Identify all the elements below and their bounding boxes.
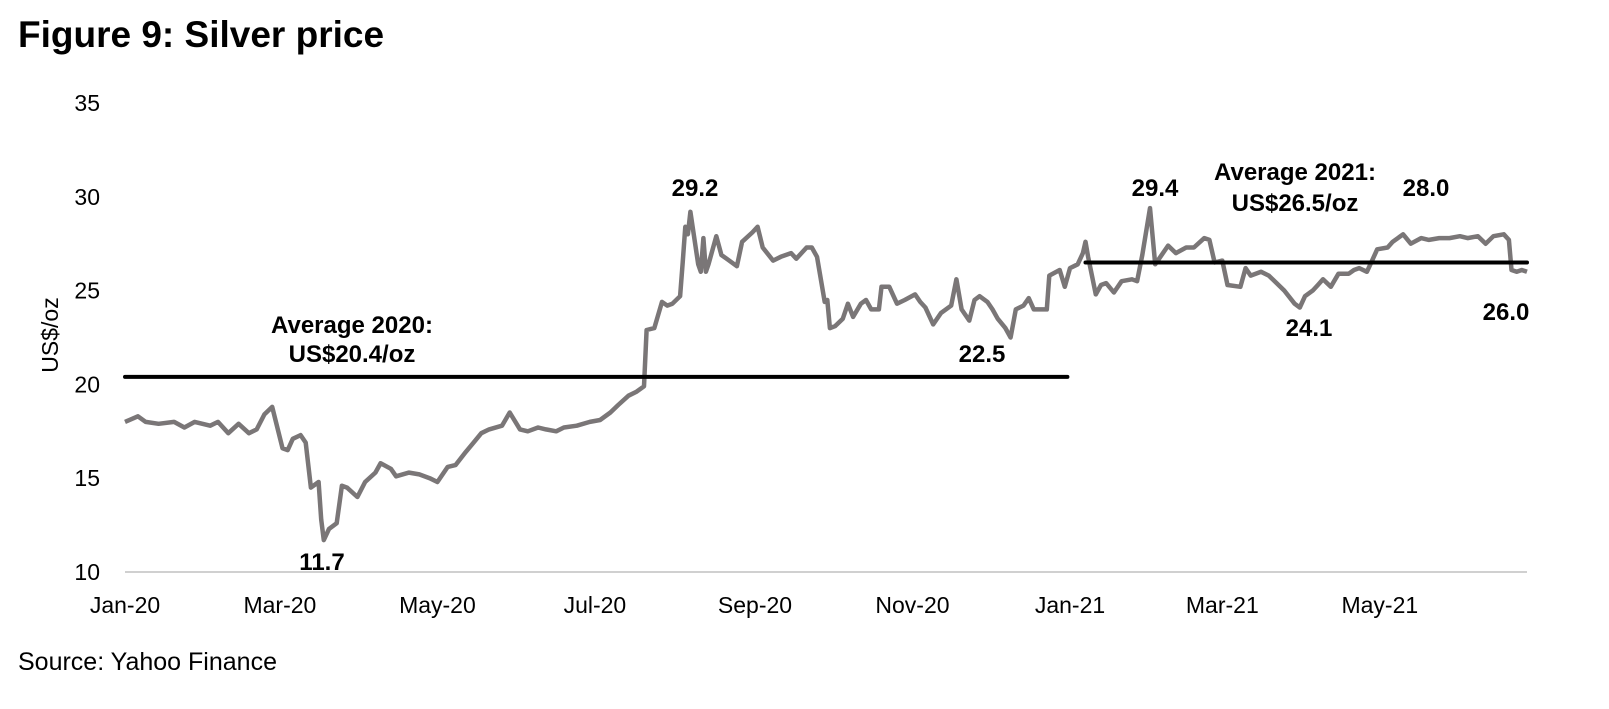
x-tick-label: Mar-21 bbox=[1186, 592, 1259, 618]
x-tick-label: Mar-20 bbox=[243, 592, 316, 618]
silver-price-line bbox=[124, 205, 1528, 543]
y-axis-label: US$/oz bbox=[37, 297, 63, 372]
x-tick-label: May-21 bbox=[1341, 592, 1418, 618]
y-tick-label: 25 bbox=[74, 278, 100, 304]
data-label-high-feb21: 29.4 bbox=[1132, 175, 1179, 202]
annotation-avg2020-line1: Average 2020: bbox=[271, 312, 433, 339]
x-tick-label: Sep-20 bbox=[718, 592, 792, 618]
annotation-avg2021-line1: Average 2021: bbox=[1214, 159, 1376, 186]
x-axis-ticks: Jan-20 Mar-20 May-20 Jul-20 Sep-20 Nov-20 Jan-… bbox=[90, 592, 1418, 618]
x-tick-label: Jul-20 bbox=[564, 592, 627, 618]
y-tick-label: 35 bbox=[74, 90, 100, 116]
chart-title: Figure 9: Silver price bbox=[18, 14, 385, 55]
data-label-high-2020: 29.2 bbox=[672, 175, 719, 202]
x-tick-label: May-20 bbox=[399, 592, 476, 618]
data-label-low-2020: 11.7 bbox=[299, 549, 344, 576]
y-tick-label: 30 bbox=[74, 184, 100, 210]
y-tick-label: 10 bbox=[74, 559, 100, 585]
x-tick-label: Jan-20 bbox=[90, 592, 160, 618]
annotation-avg2021-line2: US$26.5/oz bbox=[1232, 190, 1359, 217]
y-tick-label: 15 bbox=[74, 465, 100, 491]
data-label-low-mar21: 24.1 bbox=[1286, 315, 1333, 342]
data-label-high-may21: 28.0 bbox=[1403, 175, 1450, 202]
x-tick-label: Nov-20 bbox=[875, 592, 949, 618]
data-label-last: 26.0 bbox=[1483, 299, 1530, 326]
annotation-avg2020-line2: US$20.4/oz bbox=[289, 341, 416, 368]
y-axis-ticks: 10 15 20 25 30 35 bbox=[74, 90, 100, 585]
x-tick-label: Jan-21 bbox=[1035, 592, 1105, 618]
y-tick-label: 20 bbox=[74, 371, 100, 397]
source-note: Source: Yahoo Finance bbox=[18, 648, 277, 676]
data-label-low-nov20: 22.5 bbox=[959, 341, 1006, 368]
